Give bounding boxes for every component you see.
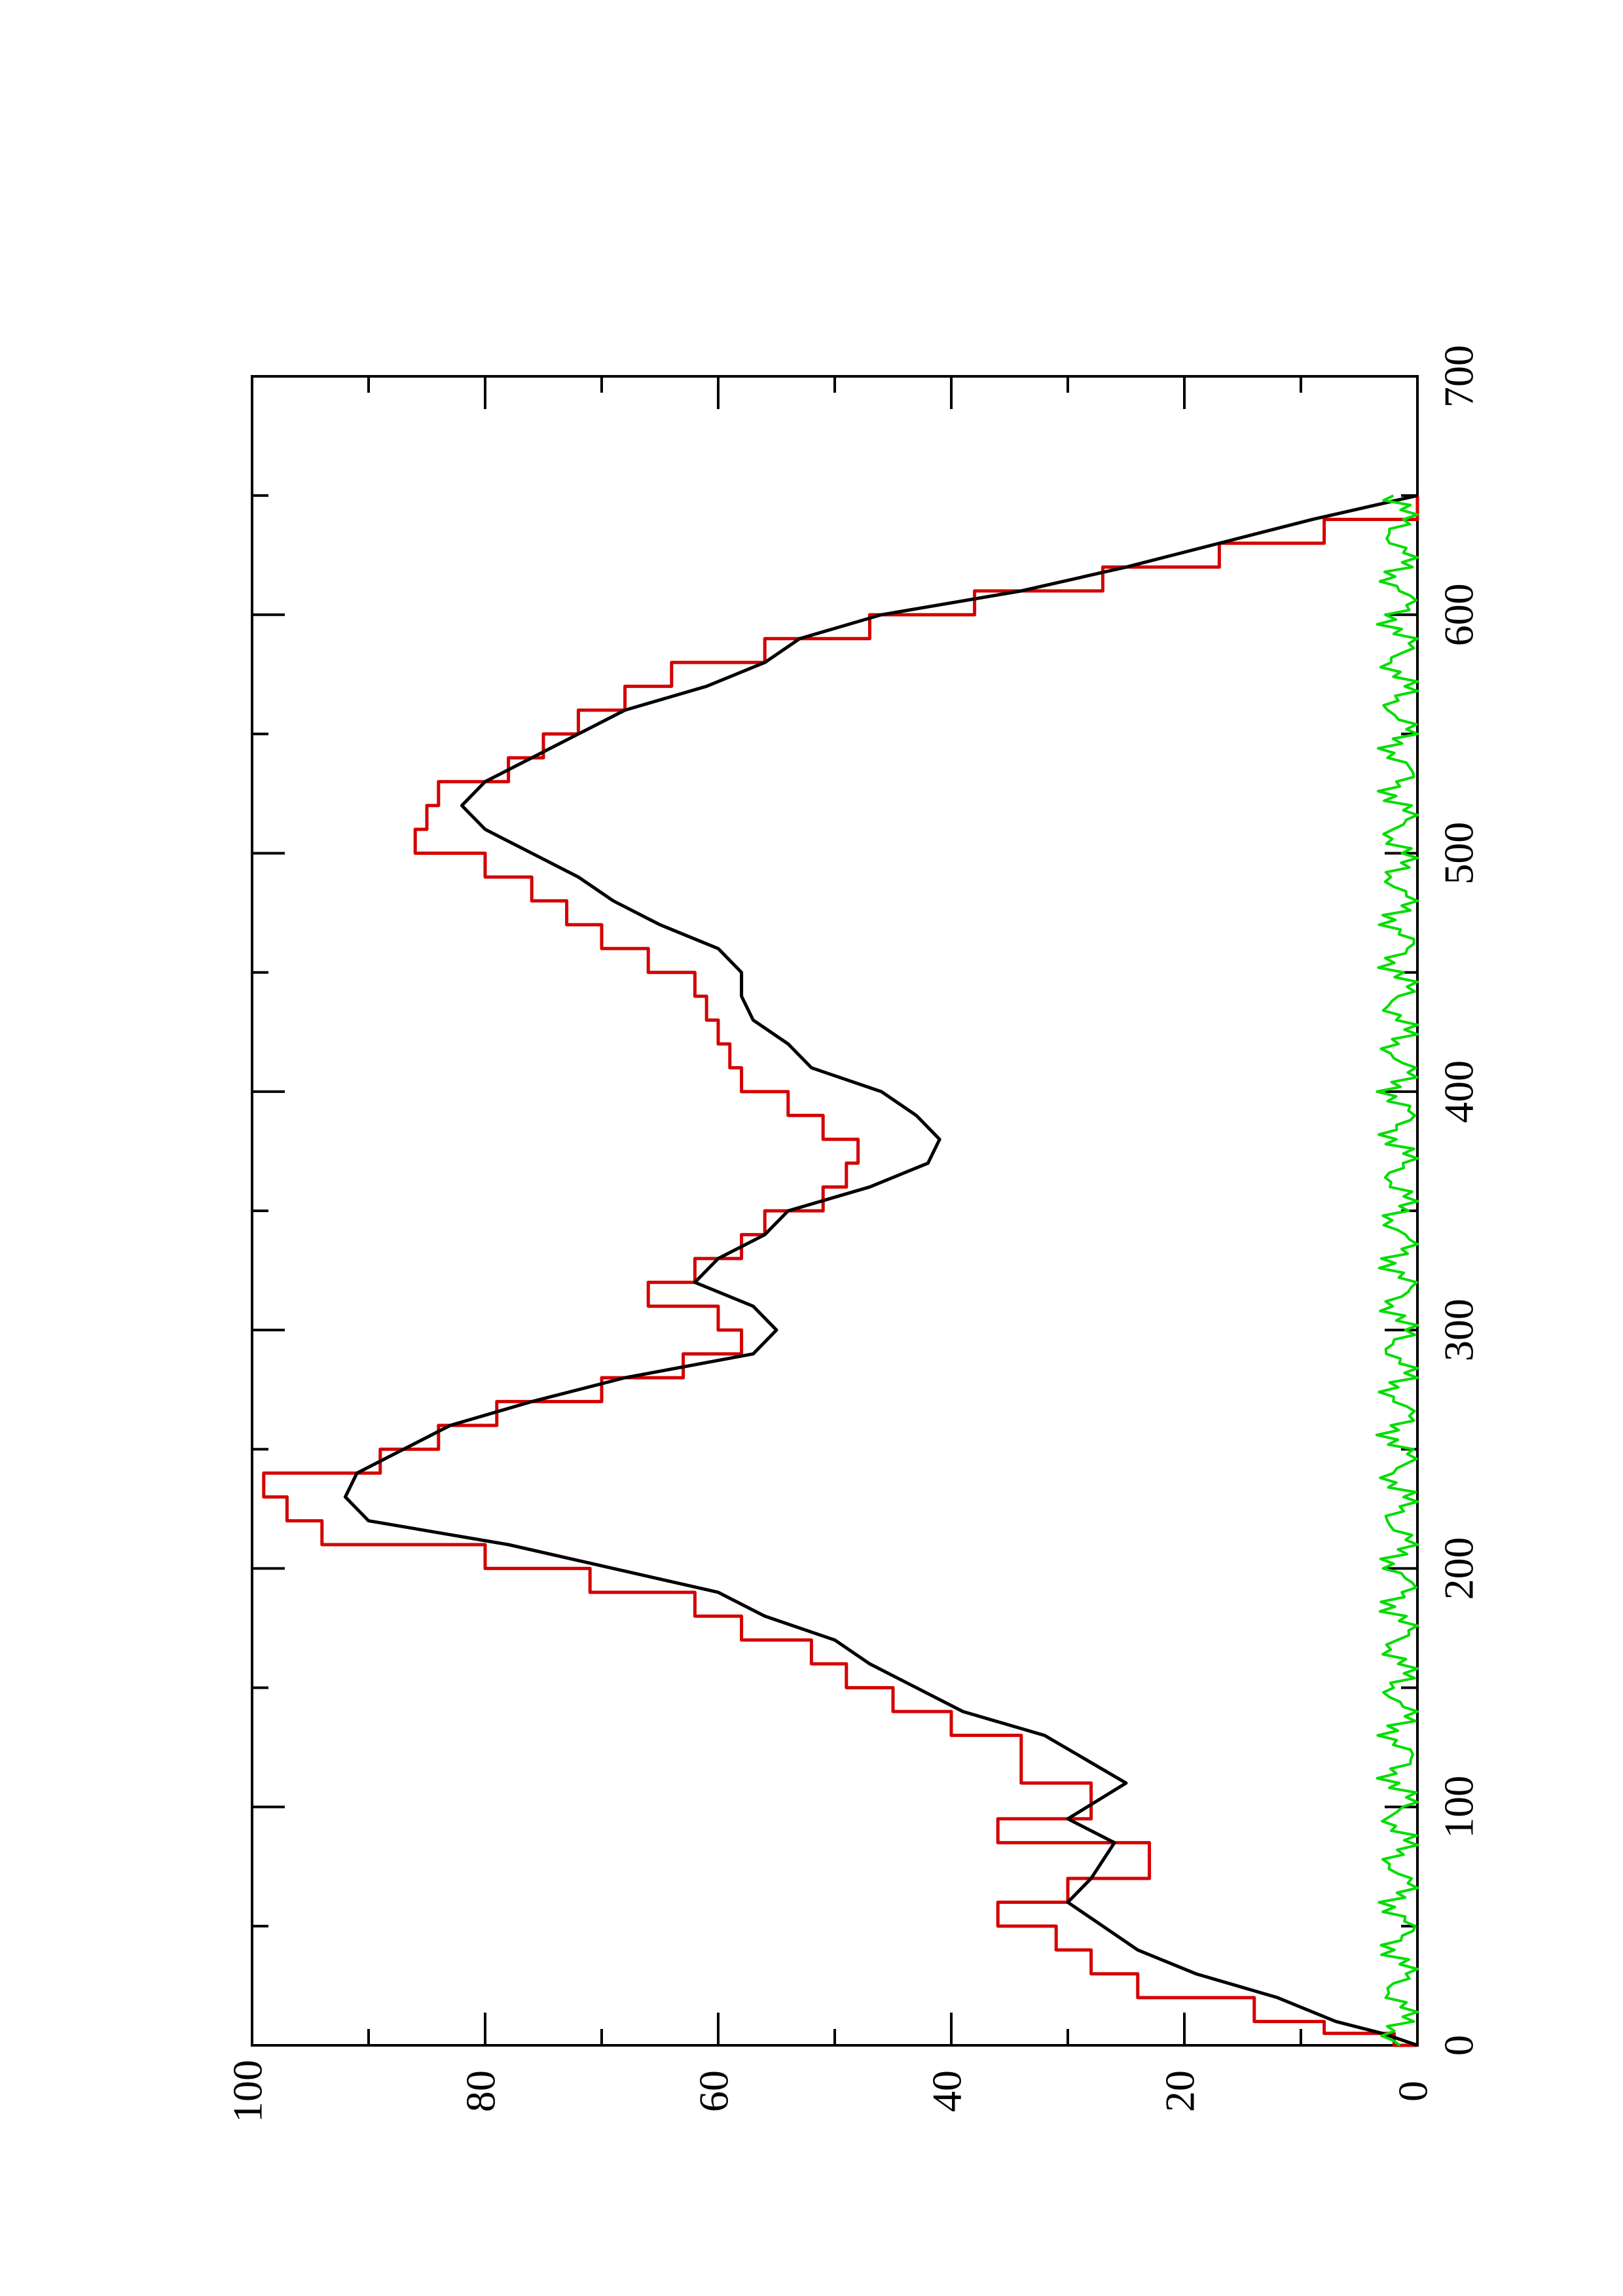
y-tick-label: 20 — [1157, 2070, 1203, 2112]
x-tick-label: 100 — [1436, 1776, 1482, 1839]
x-tick-label: 300 — [1436, 1299, 1482, 1361]
plot-area: 0 100 200 300 400 500 600 700 0 20 40 60 80 100 — [225, 345, 1482, 2123]
x-tick-label: 700 — [1436, 345, 1482, 408]
x-tick-label: 200 — [1436, 1537, 1482, 1600]
series-line-2 — [1375, 494, 1419, 2047]
y-tick-label: 80 — [458, 2070, 504, 2112]
tick-labels: 0 100 200 300 400 500 600 700 0 20 40 60 80 100 — [225, 345, 1482, 2123]
x-tick-label: 600 — [1436, 583, 1482, 646]
y-tick-label: 60 — [691, 2070, 737, 2112]
y-tick-label: 40 — [924, 2070, 970, 2112]
y-tick-label: 0 — [1390, 2081, 1436, 2102]
series-line-0 — [262, 495, 1419, 2047]
series-line-1 — [343, 493, 1418, 2047]
series — [262, 493, 1419, 2047]
x-tick-label: 0 — [1436, 2035, 1482, 2056]
x-tick-label: 400 — [1436, 1060, 1482, 1123]
y-tick-label: 100 — [225, 2060, 271, 2123]
ticks — [251, 375, 1419, 2047]
x-tick-label: 500 — [1436, 822, 1482, 885]
